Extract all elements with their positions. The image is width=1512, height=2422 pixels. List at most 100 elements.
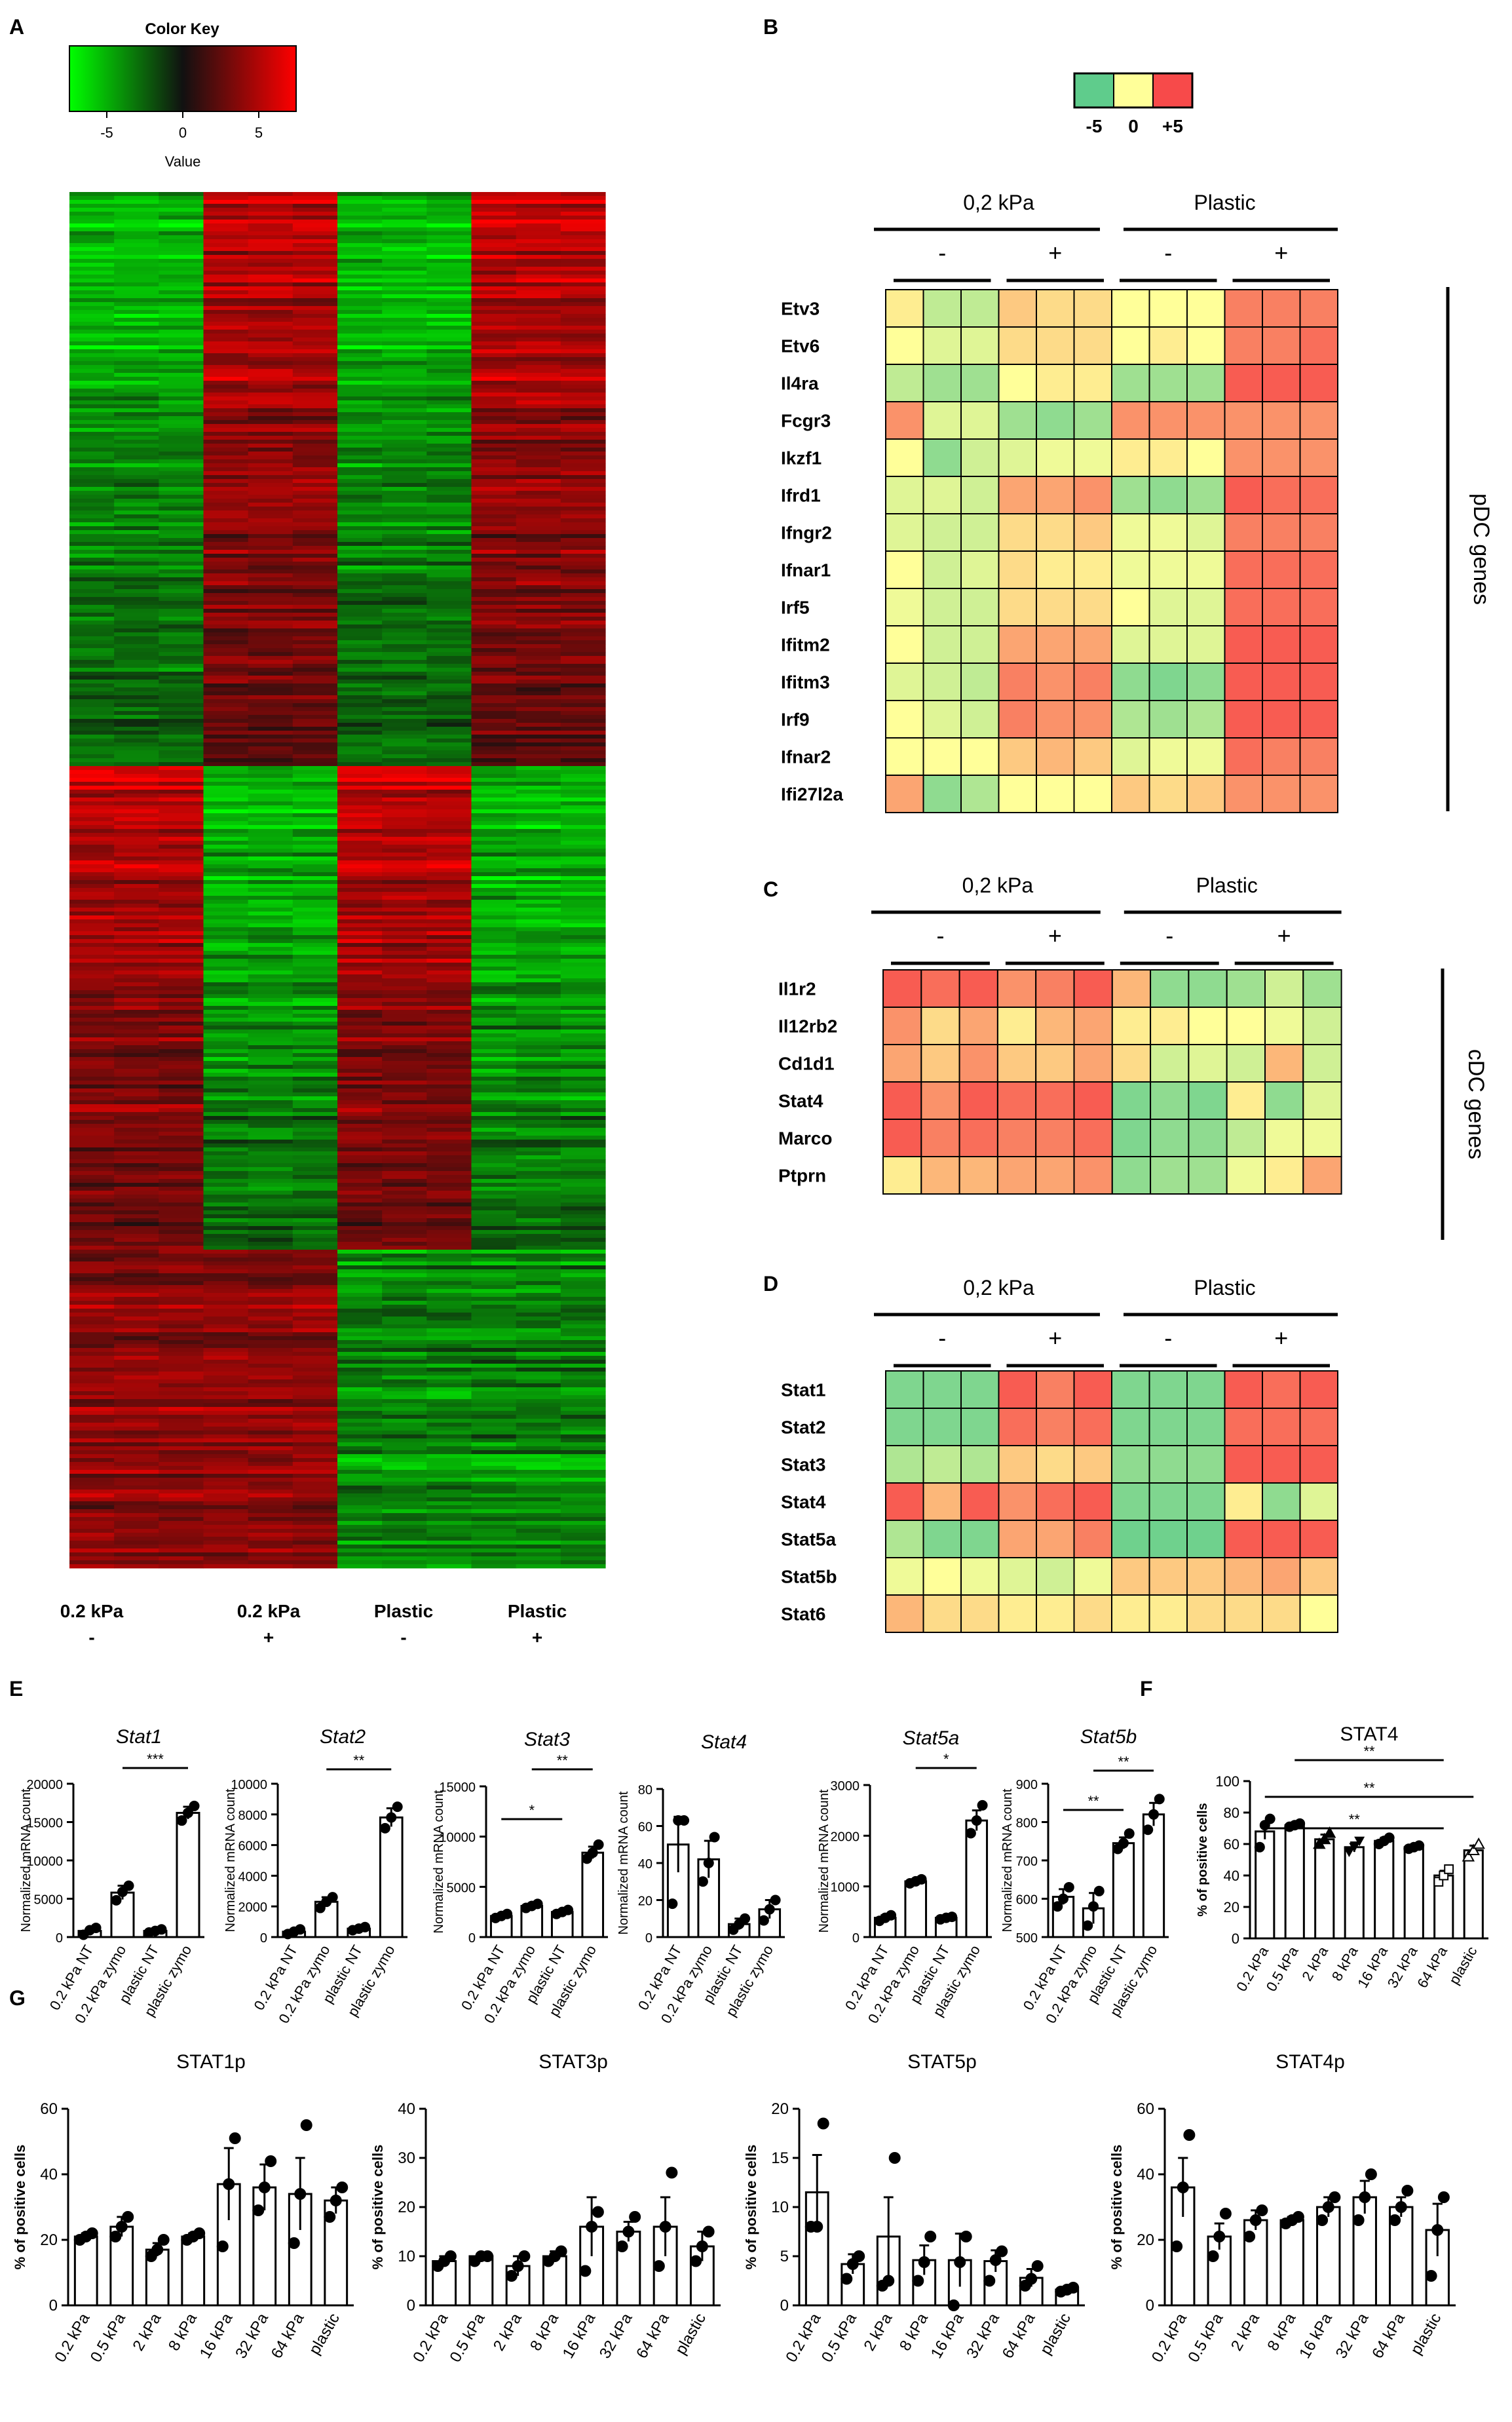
heatmap-cell xyxy=(516,1497,561,1502)
heatmap-cell xyxy=(471,1269,517,1274)
heatmap-cell xyxy=(69,939,115,944)
heatmap-cell xyxy=(292,1541,338,1545)
heat-cell xyxy=(885,476,924,514)
heatmap-cell xyxy=(114,1478,159,1482)
heatmap-cell xyxy=(560,1222,606,1227)
heatmap-cell xyxy=(248,243,293,248)
heatmap-cell xyxy=(337,1073,383,1077)
heatmap-cell xyxy=(69,1187,115,1191)
heatmap-cell xyxy=(159,951,204,955)
heatmap-cell xyxy=(114,1175,159,1180)
heat-cell xyxy=(1148,401,1188,440)
heatmap-cell xyxy=(203,452,249,456)
heatmap-cell xyxy=(292,1218,338,1223)
heatmap-cell xyxy=(337,1045,383,1050)
heatmap-cell xyxy=(292,628,338,633)
heatmap-cell xyxy=(114,731,159,735)
heatmap-cell xyxy=(337,872,383,877)
heatmap-cell xyxy=(159,1014,204,1018)
heatmap-cell xyxy=(114,1450,159,1455)
heatmap-cell xyxy=(382,1018,427,1022)
heatmap-cell xyxy=(516,436,561,440)
heatmap-cell xyxy=(159,1242,204,1246)
heatmap-cell xyxy=(382,404,427,409)
heatmap-cell xyxy=(292,306,338,311)
heatmap-cell xyxy=(114,1234,159,1239)
heatmap-cell xyxy=(248,208,293,212)
heatmap-cell xyxy=(69,1356,115,1360)
heatmap-cell xyxy=(560,856,606,861)
heatmap-cell xyxy=(426,349,472,354)
heatmap-cell xyxy=(337,703,383,708)
heatmap-cell xyxy=(203,581,249,586)
heatmap-cell xyxy=(560,393,606,397)
heatmap-cell xyxy=(159,310,204,315)
heatmap-cell xyxy=(69,664,115,668)
heatmap-cell xyxy=(159,1521,204,1526)
heatmap-cell xyxy=(516,275,561,279)
heatmap-cell xyxy=(248,672,293,676)
heatmap-cell xyxy=(159,373,204,377)
heatmap-cell xyxy=(337,1407,383,1412)
heatmap-cell xyxy=(248,255,293,260)
heatmap-cell xyxy=(69,1533,115,1537)
heatmap-cell xyxy=(382,455,427,460)
heatmap-cell xyxy=(471,1187,517,1191)
heatmap-cell xyxy=(560,1533,606,1537)
heatmap-cell xyxy=(471,837,517,841)
heatmap-cell xyxy=(248,1372,293,1376)
heatmap-cell xyxy=(560,212,606,216)
heatmap-cell xyxy=(114,381,159,385)
heatmap-cell xyxy=(516,1309,561,1313)
heatmap-cell xyxy=(471,420,517,425)
col-label-3: Plastic xyxy=(374,1601,433,1621)
heatmap-cell xyxy=(203,798,249,802)
heatmap-cell xyxy=(516,1490,561,1494)
heatmap-cell xyxy=(471,310,517,315)
heatmap-cell xyxy=(292,404,338,409)
heatmap-cell xyxy=(560,562,606,566)
heatmap-cell xyxy=(69,758,115,763)
heatmap-cell xyxy=(560,1427,606,1431)
heatmap-cell xyxy=(516,1159,561,1164)
heatmap-cell xyxy=(69,872,115,877)
heatmap-cell xyxy=(426,1434,472,1439)
heatmap-cell xyxy=(382,939,427,944)
heatmap-cell xyxy=(159,1478,204,1482)
heatmap-cell xyxy=(516,448,561,452)
heatmap-cell xyxy=(292,1041,338,1046)
heatmap-cell xyxy=(426,1328,472,1333)
heatmap-cell xyxy=(426,538,472,543)
heatmap-cell xyxy=(114,279,159,283)
heatmap-cell xyxy=(426,440,472,444)
heatmap-cell xyxy=(471,373,517,377)
heatmap-cell xyxy=(471,1250,517,1254)
heatmap-cell xyxy=(203,538,249,543)
heatmap-cell xyxy=(560,963,606,967)
heatmap-cell xyxy=(69,727,115,731)
heat-cell xyxy=(1302,1044,1342,1083)
heatmap-cell xyxy=(159,227,204,232)
heatmap-cell xyxy=(471,1128,517,1132)
heatmap-cell xyxy=(516,742,561,747)
heatmap-cell xyxy=(382,518,427,523)
data-point xyxy=(1318,1832,1331,1845)
heatmap-cell xyxy=(114,1356,159,1360)
heatmap-cell xyxy=(159,617,204,621)
heatmap-cell xyxy=(337,1336,383,1341)
heatmap-cell xyxy=(69,1179,115,1183)
heat-cell xyxy=(1186,550,1226,589)
heatmap-cell xyxy=(203,1372,249,1376)
heatmap-cell xyxy=(248,361,293,366)
heatmap-cell xyxy=(203,483,249,488)
heatmap-cell xyxy=(471,786,517,790)
heatmap-cell xyxy=(560,239,606,244)
heatmap-cell xyxy=(382,1132,427,1136)
treatment-minus: - xyxy=(1165,922,1173,949)
heatmap-cell xyxy=(337,546,383,550)
heatmap-cell xyxy=(203,1104,249,1109)
heatmap-cell xyxy=(203,428,249,432)
heatmap-cell xyxy=(114,522,159,527)
heatmap-cell xyxy=(114,491,159,495)
